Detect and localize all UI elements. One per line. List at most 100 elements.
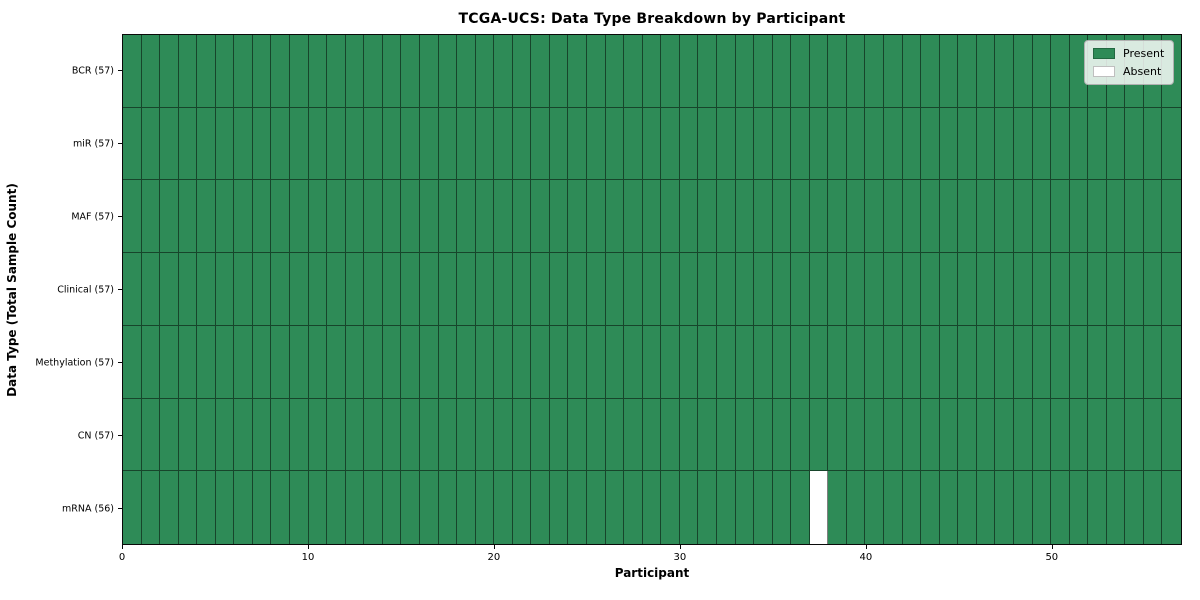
heatmap-cell-CN-21-present [512, 398, 532, 471]
heatmap-cell-Methylation-29-present [661, 325, 680, 398]
heatmap-cell-BCR-18-present [457, 35, 476, 107]
heatmap-cell-BCR-49-present [1032, 35, 1052, 107]
heatmap-cell-Methylation-47-present [995, 325, 1014, 398]
heatmap-cell-MAF-54-present [1125, 180, 1144, 253]
heatmap-cell-MAF-6-present [234, 180, 253, 253]
heatmap-cell-miR-19-present [475, 107, 495, 180]
heatmap-cell-Clinical-9-present [290, 253, 309, 325]
heatmap-cell-Clinical-55-present [1143, 253, 1163, 325]
heatmap-cell-Clinical-12-present [345, 253, 365, 325]
heatmap-cell-mRNA-29-present [661, 471, 680, 544]
heatmap-cell-CN-2-present [160, 398, 179, 471]
heatmap-cell-MAF-16-present [419, 180, 439, 253]
heatmap-cell-Methylation-1-present [141, 325, 161, 398]
y-tick-label-Methylation: Methylation (57) [35, 357, 114, 368]
heatmap-cell-Clinical-50-present [1051, 253, 1070, 325]
heatmap-cell-BCR-22-present [531, 35, 550, 107]
heatmap-cell-Methylation-24-present [568, 325, 588, 398]
heatmap-cell-CN-56-present [1162, 398, 1181, 471]
heatmap-cell-miR-16-present [419, 107, 439, 180]
heatmap-cell-Clinical-15-present [401, 253, 420, 325]
x-tick-label-30: 30 [673, 552, 687, 563]
legend-label-absent: Absent [1123, 65, 1162, 78]
heatmap-cell-mRNA-34-present [754, 471, 773, 544]
x-tick-mark [679, 545, 681, 549]
heatmap-row-MAF [123, 180, 1181, 254]
heatmap-cell-miR-33-present [735, 107, 755, 180]
heatmap-cell-mRNA-15-present [401, 471, 420, 544]
y-tick-mark [118, 289, 122, 290]
heatmap-cell-miR-44-present [939, 107, 959, 180]
heatmap-cell-Clinical-32-present [716, 253, 736, 325]
heatmap-cell-miR-45-present [958, 107, 977, 180]
heatmap-cell-Methylation-23-present [549, 325, 569, 398]
heatmap-cell-Methylation-6-present [234, 325, 253, 398]
heatmap-cell-MAF-20-present [494, 180, 513, 253]
heatmap-cell-MAF-49-present [1032, 180, 1052, 253]
x-axis-label: Participant [614, 566, 690, 580]
heatmap-cell-BCR-46-present [976, 35, 996, 107]
heatmap-cell-CN-3-present [178, 398, 198, 471]
heatmap-cell-Clinical-34-present [754, 253, 773, 325]
heatmap-cell-CN-34-present [754, 398, 773, 471]
heatmap-cell-miR-43-present [921, 107, 940, 180]
heatmap-cell-CN-53-present [1106, 398, 1126, 471]
heatmap-cell-mRNA-5-present [215, 471, 235, 544]
heatmap-cell-MAF-11-present [327, 180, 346, 253]
heatmap-cell-miR-15-present [401, 107, 420, 180]
heatmap-cell-Clinical-37-present [809, 253, 829, 325]
heatmap-cell-MAF-39-present [846, 180, 866, 253]
heatmap-cell-CN-37-present [809, 398, 829, 471]
heatmap-cell-Methylation-43-present [921, 325, 940, 398]
heatmap-cell-Methylation-15-present [401, 325, 420, 398]
heatmap-cell-Methylation-42-present [902, 325, 922, 398]
heatmap-cell-MAF-56-present [1162, 180, 1181, 253]
heatmap-cell-BCR-4-present [197, 35, 216, 107]
heatmap-cell-mRNA-10-present [308, 471, 328, 544]
heatmap-cell-miR-3-present [178, 107, 198, 180]
heatmap-cell-mRNA-33-present [735, 471, 755, 544]
heatmap-cell-Clinical-39-present [846, 253, 866, 325]
heatmap-cell-Methylation-10-present [308, 325, 328, 398]
heatmap-cell-miR-51-present [1069, 107, 1089, 180]
heatmap-cell-Methylation-51-present [1069, 325, 1089, 398]
legend: Present Absent [1084, 40, 1175, 85]
heatmap-cell-miR-0-present [123, 107, 142, 180]
heatmap-cell-mRNA-0-present [123, 471, 142, 544]
heatmap-cell-CN-49-present [1032, 398, 1052, 471]
heatmap-cell-miR-26-present [605, 107, 625, 180]
heatmap-cell-miR-5-present [215, 107, 235, 180]
heatmap-cell-MAF-40-present [865, 180, 885, 253]
heatmap-cell-MAF-3-present [178, 180, 198, 253]
heatmap-cell-mRNA-30-present [679, 471, 699, 544]
heatmap-cell-mRNA-31-present [698, 471, 717, 544]
heatmap-cell-miR-2-present [160, 107, 179, 180]
heatmap-cell-miR-14-present [382, 107, 402, 180]
legend-item-present: Present [1093, 47, 1164, 60]
heatmap-cell-miR-11-present [327, 107, 346, 180]
heatmap-cell-MAF-46-present [976, 180, 996, 253]
heatmap-cell-mRNA-39-present [846, 471, 866, 544]
heatmap-cell-miR-47-present [995, 107, 1014, 180]
heatmap-cell-mRNA-38-present [828, 471, 847, 544]
heatmap-cell-miR-48-present [1013, 107, 1033, 180]
heatmap-cell-Methylation-20-present [494, 325, 513, 398]
heatmap-cell-miR-28-present [642, 107, 662, 180]
heatmap-cell-CN-35-present [772, 398, 792, 471]
heatmap-cell-MAF-10-present [308, 180, 328, 253]
heatmap-cell-mRNA-4-present [197, 471, 216, 544]
heatmap-cell-mRNA-16-present [419, 471, 439, 544]
heatmap-cell-CN-42-present [902, 398, 922, 471]
heatmap-cell-miR-50-present [1051, 107, 1070, 180]
heatmap-cell-MAF-19-present [475, 180, 495, 253]
heatmap-cell-Methylation-2-present [160, 325, 179, 398]
x-tick-label-50: 50 [1045, 552, 1059, 563]
y-tick-mark [118, 508, 122, 509]
heatmap-cell-Clinical-20-present [494, 253, 513, 325]
heatmap-cell-BCR-26-present [605, 35, 625, 107]
heatmap-cell-Clinical-53-present [1106, 253, 1126, 325]
heatmap-cell-Clinical-47-present [995, 253, 1014, 325]
heatmap-cell-miR-4-present [197, 107, 216, 180]
heatmap-cell-Methylation-28-present [642, 325, 662, 398]
heatmap-cell-Clinical-45-present [958, 253, 977, 325]
